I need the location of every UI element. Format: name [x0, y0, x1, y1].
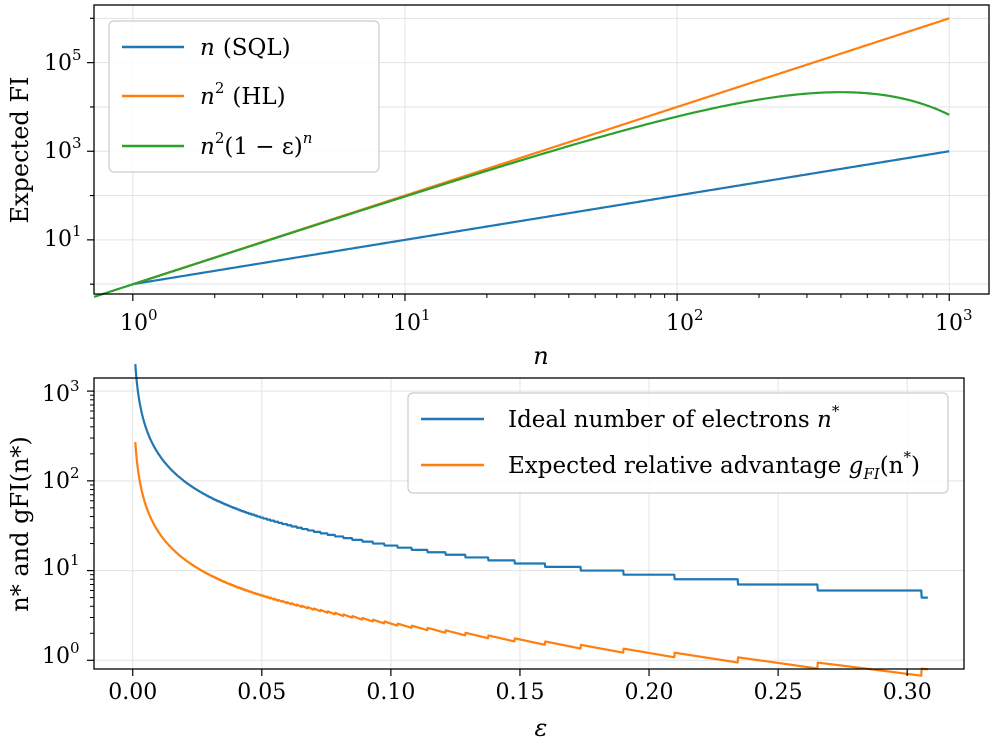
bottom-xtick-label: 0.20 — [625, 680, 674, 705]
bottom-xtick-label: 0.30 — [883, 680, 932, 705]
top-xtick-label: 103 — [935, 306, 973, 336]
top-xtick-label: 102 — [666, 306, 704, 336]
bottom-xtick-label: 0.25 — [754, 680, 803, 705]
top-grid — [94, 5, 989, 294]
legend-label-decay: n2(1 − ε)n — [200, 129, 312, 160]
bottom-ylabel: n* and gFI(n*) — [6, 436, 34, 612]
legend-label-hl: n2 (HL) — [200, 79, 286, 110]
bottom-xtick-label: 0.10 — [366, 680, 415, 705]
top-plot: 100 101 102 103 101 103 105 n Expected F… — [6, 4, 990, 370]
top-series-line-0 — [132, 150, 950, 286]
bottom-xtick-label: 0.15 — [495, 680, 544, 705]
bottom-series — [134, 364, 929, 677]
bottom-ytick-label: 102 — [42, 464, 80, 494]
top-ytick-label: 105 — [44, 46, 82, 76]
bottom-ytick-label: 100 — [42, 639, 80, 669]
legend-label-ideal-n: Ideal number of electrons n* — [508, 402, 840, 433]
top-ytick-label: 103 — [44, 134, 82, 164]
bottom-xlabel: ε — [535, 714, 548, 742]
top-xlabel: n — [533, 342, 548, 370]
top-axes-frame — [93, 4, 990, 295]
bottom-legend-box — [407, 392, 949, 494]
top-series — [93, 17, 950, 298]
top-series-line-2 — [93, 91, 950, 298]
bottom-ytick-label: 101 — [42, 551, 80, 581]
top-legend-box — [108, 20, 380, 173]
top-ticks — [87, 17, 950, 301]
bottom-series-line-ideal-n — [134, 364, 929, 599]
top-ylabel: Expected FI — [6, 76, 34, 223]
bottom-axes-frame — [93, 377, 965, 670]
bottom-xtick-label: 0.05 — [237, 680, 286, 705]
bottom-xtick-label: 0.00 — [108, 680, 157, 705]
top-xtick-label: 100 — [120, 306, 158, 336]
bottom-ytick-label: 103 — [42, 377, 80, 407]
bottom-plot: 0.00 0.05 0.10 0.15 0.20 0.25 0.30 100 101 102… — [6, 364, 965, 742]
top-ytick-label: 101 — [44, 222, 82, 252]
bottom-ticks — [87, 390, 908, 676]
legend-label-sql: n (SQL) — [200, 35, 291, 61]
bottom-xtick-labels: 0.00 0.05 0.10 0.15 0.20 0.25 0.30 — [108, 680, 931, 705]
legend-label-advantage: Expected relative advantage gFI(n*) — [508, 448, 920, 483]
top-legend: n (SQL) n2 (HL) n2(1 − ε)n — [108, 20, 380, 173]
bottom-legend: Ideal number of electrons n* Expected re… — [407, 392, 949, 494]
top-xtick-label: 101 — [393, 306, 431, 336]
bottom-series-line-advantage — [134, 441, 929, 677]
